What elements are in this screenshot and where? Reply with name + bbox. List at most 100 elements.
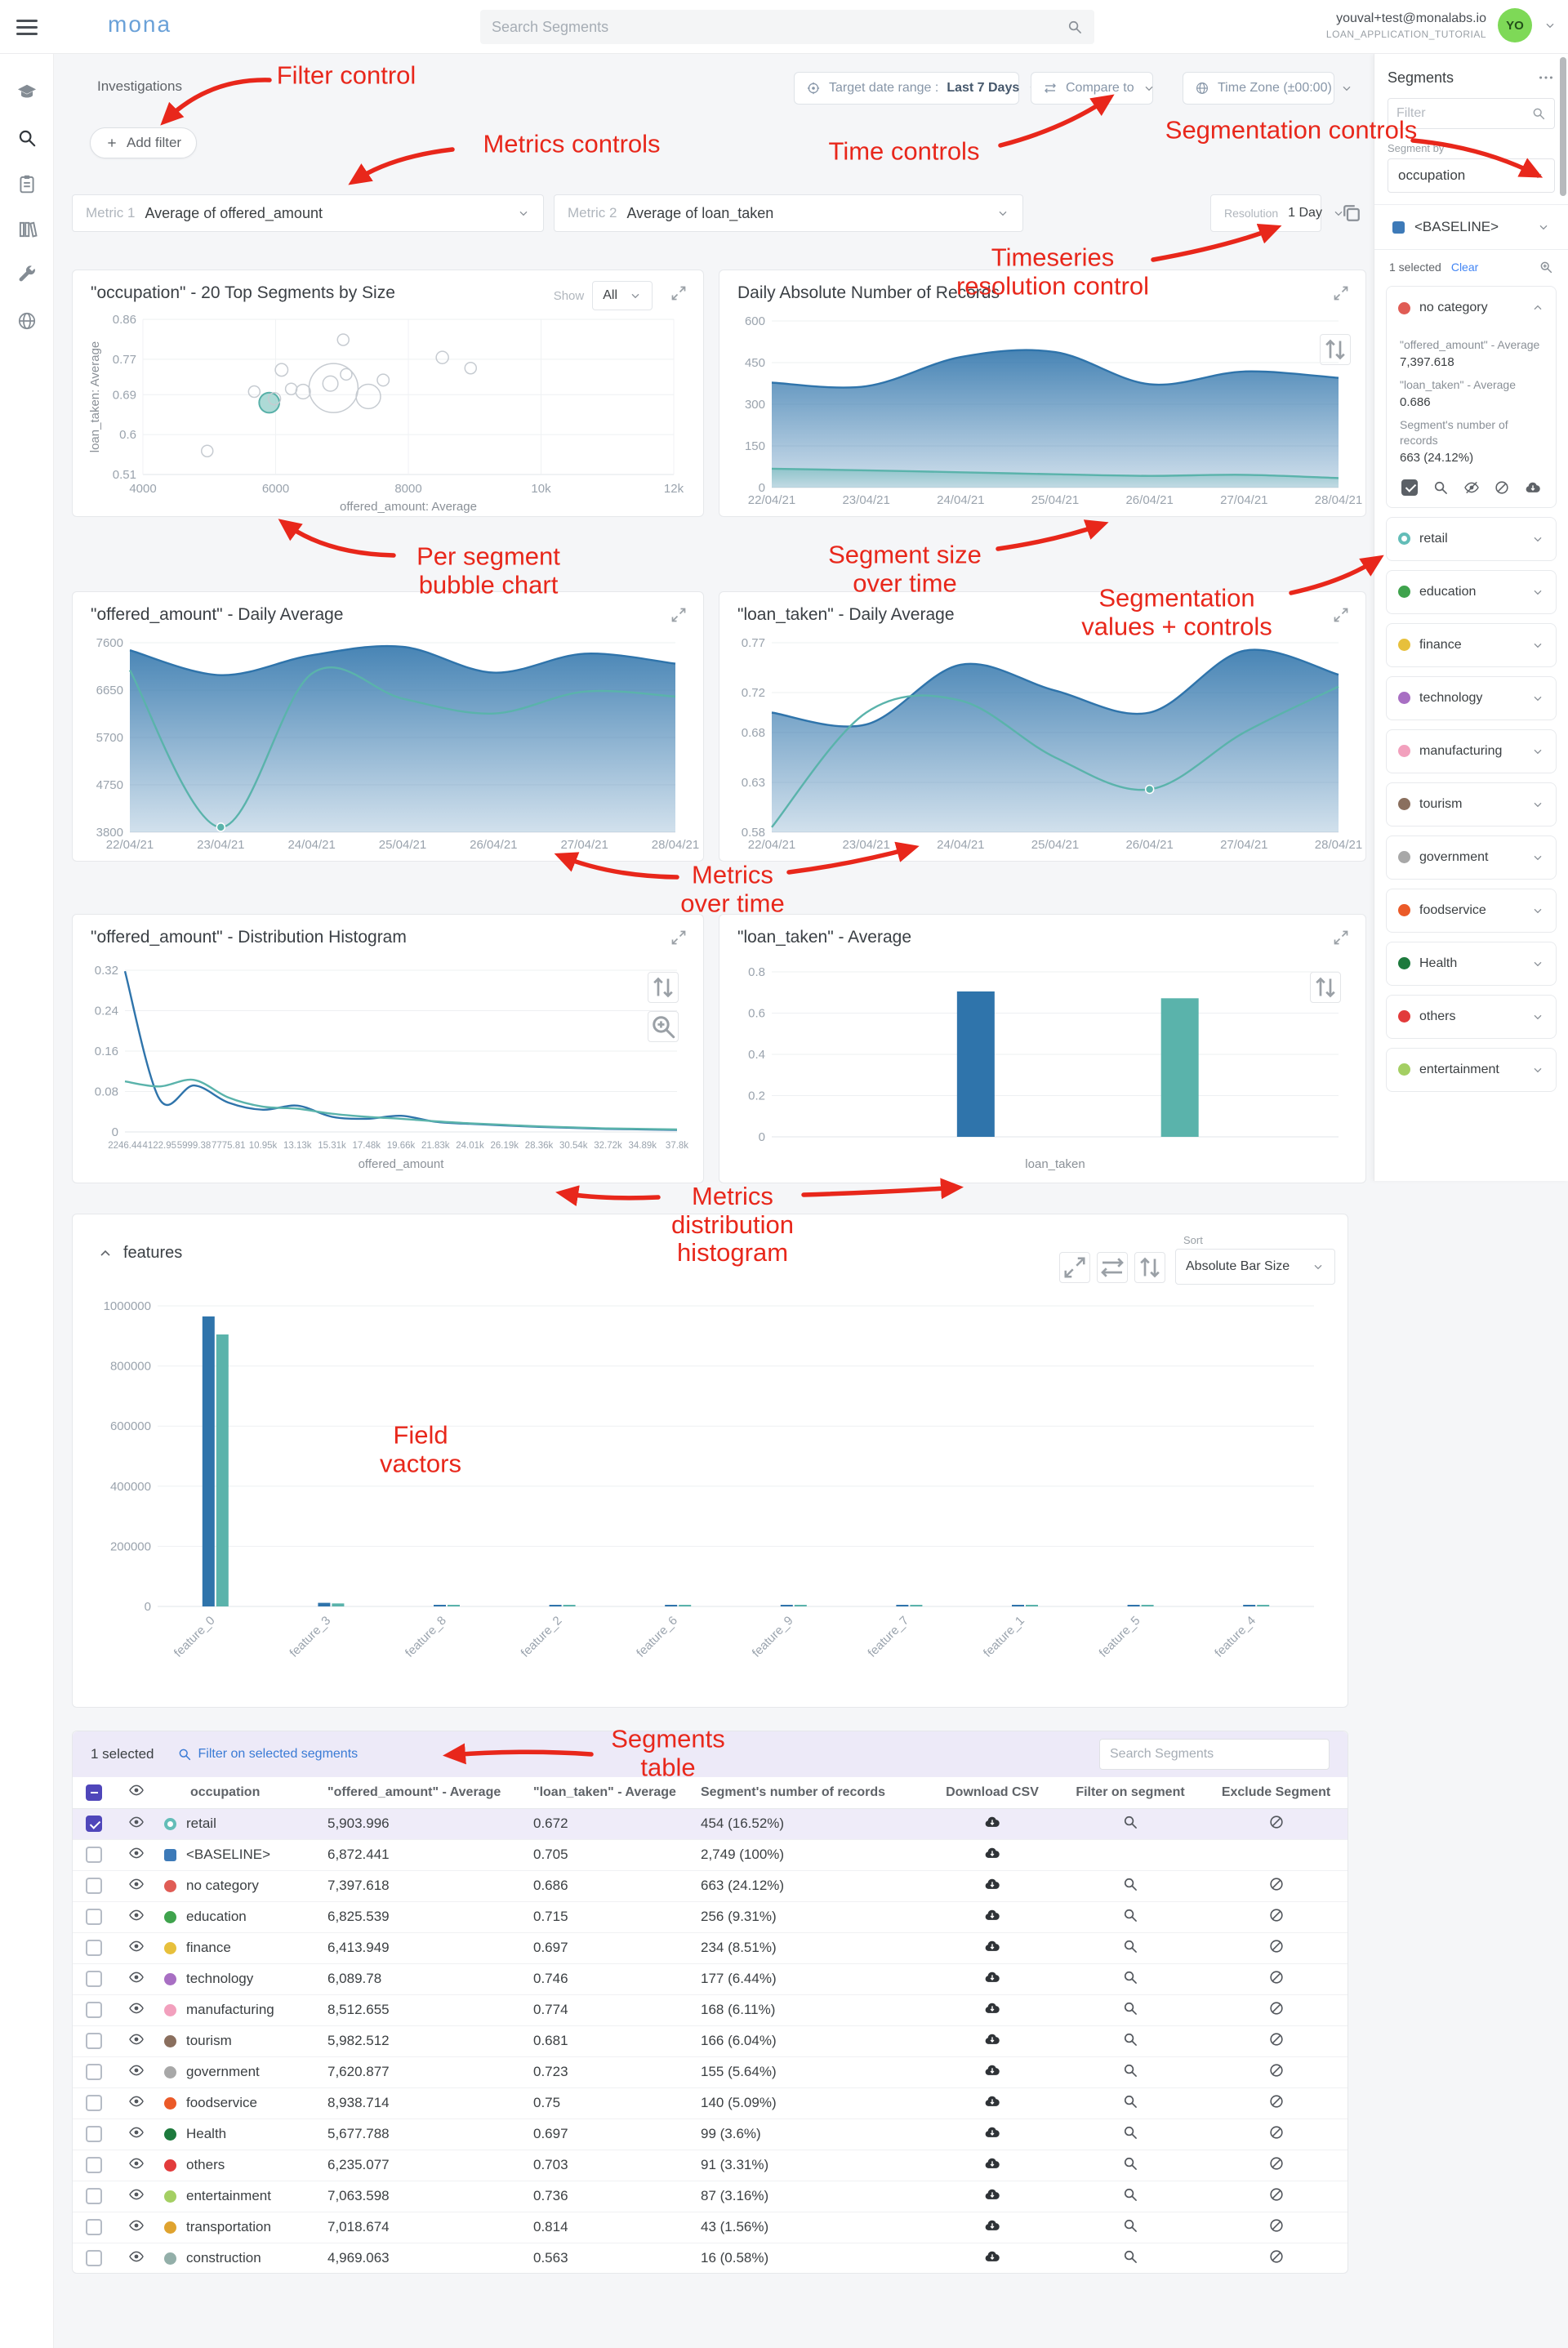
axis-sync-icon[interactable] [648, 972, 679, 1003]
chevron-down-icon[interactable] [1544, 19, 1557, 32]
settings-icon[interactable] [16, 265, 38, 286]
show-select[interactable]: All [592, 281, 653, 310]
clear-selection-button[interactable]: Clear [1450, 261, 1479, 274]
segment-item[interactable]: government [1386, 835, 1557, 880]
row-checkbox[interactable] [86, 2126, 102, 2143]
exclude-segment-icon[interactable] [1494, 479, 1510, 496]
network-icon[interactable] [16, 310, 38, 332]
segment-item[interactable]: Health [1386, 941, 1557, 986]
download-csv-icon[interactable] [984, 2186, 1000, 2203]
eye-icon[interactable] [128, 2186, 145, 2203]
exclude-segment-icon[interactable] [1268, 1876, 1285, 1892]
expand-icon[interactable] [1331, 605, 1351, 625]
panel-menu-icon[interactable] [1537, 69, 1555, 87]
row-checkbox[interactable] [86, 1878, 102, 1895]
menu-icon[interactable] [16, 16, 38, 38]
eye-icon[interactable] [128, 1938, 145, 1954]
expand-icon[interactable] [669, 283, 688, 303]
axis-sync-icon[interactable] [1320, 334, 1351, 365]
exclude-segment-icon[interactable] [1268, 2062, 1285, 2078]
table-search-input[interactable] [1099, 1739, 1330, 1770]
eye-icon[interactable] [128, 2062, 145, 2078]
filter-segment-icon[interactable] [1122, 2217, 1138, 2234]
download-csv-icon[interactable] [984, 1938, 1000, 1954]
segment-item[interactable]: others [1386, 994, 1557, 1039]
metric1-select[interactable]: Metric 1 Average of offered_amount [72, 194, 544, 232]
download-csv-icon[interactable] [984, 1845, 1000, 1861]
exclude-segment-icon[interactable] [1268, 2124, 1285, 2141]
chevron-down-icon[interactable] [1531, 639, 1544, 652]
segment-by-select[interactable]: occupation [1388, 158, 1555, 193]
filter-segment-icon[interactable] [1122, 1969, 1138, 1985]
expand-icon[interactable] [1331, 283, 1351, 303]
resolution-select[interactable]: Resolution 1 Day [1210, 194, 1343, 232]
segment-item[interactable]: tourism [1386, 782, 1557, 826]
investigations-icon[interactable] [16, 127, 38, 149]
breadcrumb[interactable]: Investigations [97, 78, 182, 94]
exclude-segment-icon[interactable] [1268, 1814, 1285, 1830]
exclude-segment-icon[interactable] [1268, 1938, 1285, 1954]
exclude-segment-icon[interactable] [1268, 2000, 1285, 2016]
chevron-down-icon[interactable] [1531, 1063, 1544, 1076]
expand-icon[interactable] [669, 928, 688, 947]
row-checkbox[interactable] [86, 1940, 102, 1957]
global-search-input[interactable] [492, 18, 1067, 36]
download-csv-icon[interactable] [984, 1907, 1000, 1923]
expand-icon[interactable] [1331, 928, 1351, 947]
eye-icon[interactable] [128, 1907, 145, 1923]
exclude-segment-icon[interactable] [1268, 2248, 1285, 2265]
timezone-control[interactable]: Time Zone (±00:00) [1183, 72, 1351, 105]
eye-icon[interactable] [128, 2124, 145, 2141]
download-csv-icon[interactable] [984, 2124, 1000, 2141]
expand-icon[interactable] [669, 605, 688, 625]
segment-item[interactable]: entertainment [1386, 1047, 1557, 1092]
feature-compare-icon[interactable] [1097, 1252, 1128, 1283]
exclude-segment-icon[interactable] [1268, 2155, 1285, 2172]
filter-segment-icon[interactable] [1122, 2155, 1138, 2172]
segment-item[interactable]: finance [1386, 622, 1557, 667]
exclude-segment-icon[interactable] [1268, 2093, 1285, 2110]
row-checkbox[interactable] [86, 1909, 102, 1926]
eye-icon[interactable] [128, 2217, 145, 2234]
segment-checkbox[interactable] [1401, 479, 1418, 496]
row-checkbox[interactable] [86, 2188, 102, 2205]
metric2-select[interactable]: Metric 2 Average of loan_taken [554, 194, 1023, 232]
download-csv-icon[interactable] [984, 1814, 1000, 1830]
eye-icon[interactable] [128, 1969, 145, 1985]
filter-on-selected-button[interactable]: Filter on selected segments [177, 1747, 358, 1762]
segment-item[interactable]: retail [1386, 516, 1557, 561]
zoom-icon[interactable] [648, 1011, 679, 1042]
knowledge-icon[interactable] [16, 219, 38, 240]
download-csv-icon[interactable] [984, 1969, 1000, 1985]
select-all-checkbox[interactable] [86, 1784, 102, 1801]
segment-filter-input[interactable] [1396, 106, 1525, 121]
exclude-segment-icon[interactable] [1268, 1907, 1285, 1923]
row-checkbox[interactable] [86, 1816, 102, 1833]
segment-item[interactable]: technology [1386, 675, 1557, 720]
segment-item[interactable]: manufacturing [1386, 728, 1557, 773]
models-icon[interactable] [16, 82, 38, 103]
collapse-icon[interactable] [97, 1245, 114, 1262]
segment-item[interactable]: foodservice [1386, 888, 1557, 933]
segment-item[interactable]: no category "offered_amount" - Average 7… [1386, 286, 1557, 508]
zoom-segment-icon[interactable] [1432, 479, 1449, 496]
download-csv-icon[interactable] [984, 2000, 1000, 2016]
row-checkbox[interactable] [86, 2157, 102, 2174]
download-segment-icon[interactable] [1525, 479, 1541, 496]
download-csv-icon[interactable] [984, 2155, 1000, 2172]
hide-segment-icon[interactable] [1463, 479, 1480, 496]
filter-segment-icon[interactable] [1122, 2000, 1138, 2016]
download-csv-icon[interactable] [984, 2093, 1000, 2110]
chevron-up-icon[interactable] [1531, 301, 1544, 314]
exclude-segment-icon[interactable] [1268, 2031, 1285, 2047]
row-checkbox[interactable] [86, 2033, 102, 2050]
row-checkbox[interactable] [86, 2095, 102, 2112]
eye-icon[interactable] [128, 2093, 145, 2110]
download-csv-icon[interactable] [984, 1876, 1000, 1892]
reports-icon[interactable] [16, 173, 38, 194]
avatar[interactable]: YO [1498, 8, 1532, 42]
copy-icon[interactable] [1339, 201, 1364, 225]
scrollbar-thumb[interactable] [1560, 57, 1566, 196]
filter-segment-icon[interactable] [1122, 2031, 1138, 2047]
row-checkbox[interactable] [86, 1847, 102, 1864]
